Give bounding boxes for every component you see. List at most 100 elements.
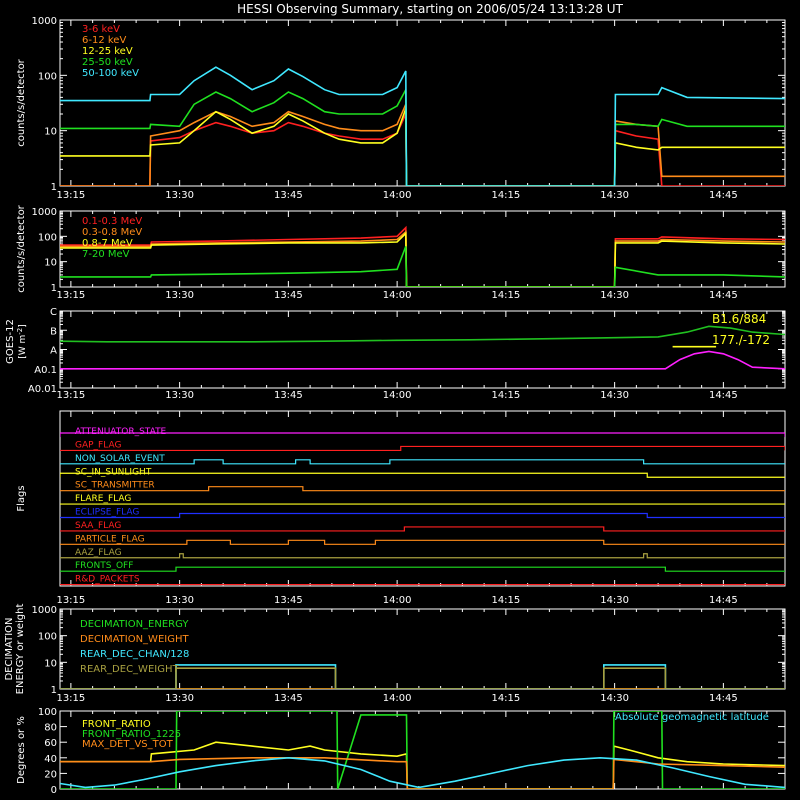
- legend-rear-dec-weight: REAR_DEC_WEIGHT: [80, 664, 179, 675]
- flag-line: [60, 512, 785, 519]
- panel-goes: 13:15 13:30 13:45 14:00 14:15 14:30 14:45 A0.01…: [5, 307, 786, 401]
- legend-front-ratio-1225: FRONT_RATIO_1225: [82, 729, 181, 740]
- y-tick-label: 100: [38, 232, 57, 243]
- y-axis-label: Degrees or %: [16, 716, 27, 784]
- flag-attenuator-state: ATTENUATOR_STATE: [60, 427, 785, 437]
- x-tick-label: 14:45: [709, 693, 738, 704]
- panels: 13:15 13:30 13:45 14:00 14:15 14:30 14:4511010…: [4, 16, 786, 796]
- legend-decimation-weight: DECIMATION_WEIGHT: [80, 634, 189, 645]
- panel-decimation: 13:15 13:30 13:45 14:00 14:15 14:30 14:45 1 10 10…: [4, 604, 786, 704]
- flag-r-d-packets: R&D_PACKETS: [60, 575, 785, 586]
- y-tick-label: 1000: [32, 16, 57, 27]
- flag-label: SC_TRANSMITTER: [75, 481, 155, 491]
- legend-0-8-7-mev: 0.8-7 MeV: [82, 238, 133, 249]
- y-tick-label: 100: [38, 71, 57, 82]
- series-0-3-0-8-mev: [60, 230, 785, 287]
- flag-label: NON_SOLAR_EVENT: [75, 454, 165, 464]
- y-tick-label: 10: [44, 127, 57, 138]
- y-tick-label: 1: [51, 182, 57, 193]
- flag-particle-flag: PARTICLE_FLAG: [60, 534, 785, 545]
- y-axis-label: counts/s/detector: [16, 58, 27, 146]
- x-tick-label: 14:15: [491, 190, 520, 201]
- x-tick-label: 13:30: [165, 390, 194, 401]
- series-7-20-mev: [60, 246, 785, 287]
- x-tick-label: 14:00: [383, 595, 412, 606]
- y-tick-label: 80: [44, 723, 57, 734]
- series-25-50-kev: [60, 89, 785, 186]
- x-tick-label: 14:00: [383, 190, 412, 201]
- series-rear-dec-weight: [60, 667, 785, 689]
- x-tick-label: 14:30: [600, 595, 629, 606]
- goes-annotation-position: 177./-172: [712, 333, 770, 347]
- legend-6-12-kev: 6-12 keV: [82, 35, 126, 46]
- flag-label: ECLIPSE_FLAG: [75, 508, 139, 518]
- flag-line: [60, 566, 785, 572]
- series-50-100-kev: [60, 66, 785, 186]
- y-axis-label: DECIMATION: [4, 617, 15, 680]
- x-tick-label: 14:30: [600, 190, 629, 201]
- flag-fronts-off: FRONTS_OFF: [60, 561, 785, 572]
- y-tick-label: A0.01: [28, 384, 57, 395]
- goes-annotation-peak: B1.6/884: [712, 312, 766, 326]
- flag-flare-flag: FLARE_FLAG: [60, 494, 785, 505]
- flag-label: ATTENUATOR_STATE: [75, 427, 167, 437]
- y-tick-label: 100: [38, 707, 57, 718]
- x-tick-label: 14:45: [709, 190, 738, 201]
- y-tick-label: 10: [44, 658, 57, 669]
- legend-0-1-0-3-mev: 0.1-0.3 MeV: [82, 216, 142, 227]
- y-tick-label: 1: [51, 283, 57, 294]
- y-axis-label: Flags: [16, 485, 27, 511]
- y-axis-unit-exponent: -2: [16, 328, 24, 335]
- series-12-25-kev: [60, 108, 785, 186]
- legend-max-det-vs-tot: MAX_DET_VS_TOT: [82, 739, 174, 750]
- series-front-ratio: [60, 741, 785, 789]
- x-tick-label: 13:15: [56, 290, 85, 301]
- x-tick-label: 14:30: [600, 693, 629, 704]
- x-tick-label: 13:15: [56, 595, 85, 606]
- x-tick-label: 13:15: [56, 190, 85, 201]
- x-tick-label: 14:00: [383, 290, 412, 301]
- x-tick-label: 13:15: [56, 693, 85, 704]
- x-tick-label: 13:30: [165, 290, 194, 301]
- flag-label: AAZ_FLAG: [75, 548, 122, 558]
- y-tick-label: B: [50, 326, 57, 337]
- series-long: [60, 325, 785, 343]
- flag-sc-in-sunlight: SC_IN_SUNLIGHT: [60, 467, 785, 478]
- flag-line: [60, 553, 785, 559]
- y-axis-label: counts/s/detector: [16, 204, 27, 292]
- legend-decimation-energy: DECIMATION_ENERGY: [80, 619, 189, 630]
- legend-front-ratio: FRONT_RATIO: [82, 719, 151, 730]
- y-tick-label: 1000: [32, 605, 57, 616]
- series-0-8-7-mev: [60, 231, 785, 287]
- x-tick-label: 14:30: [600, 390, 629, 401]
- x-tick-label: 14:15: [491, 595, 520, 606]
- flag-label: SAA_FLAG: [75, 521, 121, 531]
- y-tick-label: 60: [44, 738, 57, 749]
- flag-line: [60, 459, 785, 465]
- x-tick-label: 14:45: [709, 595, 738, 606]
- flag-aaz-flag: AAZ_FLAG: [60, 548, 785, 559]
- x-tick-label: 14:00: [383, 693, 412, 704]
- y-axis-unit-bracket: ]: [18, 324, 28, 328]
- panel-panel1: 13:15 13:30 13:45 14:00 14:15 14:30 14:45 1 10 10…: [16, 16, 786, 201]
- x-tick-label: 14:15: [491, 390, 520, 401]
- flag-line: [60, 445, 785, 452]
- y-tick-label: A: [50, 346, 57, 357]
- y-tick-label: 20: [44, 769, 57, 780]
- flag-label: PARTICLE_FLAG: [75, 534, 145, 544]
- x-tick-label: 13:30: [165, 595, 194, 606]
- y-tick-label: 0: [51, 785, 57, 796]
- x-tick-label: 13:30: [165, 190, 194, 201]
- x-tick-label: 14:15: [491, 693, 520, 704]
- flag-line: [60, 486, 785, 492]
- panel-panel2: 13:15 13:30 13:45 14:00 14:15 14:30 14:45 1 10 10…: [16, 204, 786, 301]
- legend-7-20-mev: 7-20 MeV: [82, 249, 130, 260]
- legend-50-100-kev: 50-100 keV: [82, 68, 139, 79]
- flag-label: R&D_PACKETS: [75, 575, 140, 585]
- x-tick-label: 13:45: [274, 693, 303, 704]
- flag-line: [60, 526, 785, 532]
- x-tick-label: 13:45: [274, 595, 303, 606]
- series-front-ratio-1225: [60, 711, 785, 789]
- panel-frame: [59, 410, 786, 587]
- legend-rear-dec-chan-128: REAR_DEC_CHAN/128: [80, 649, 189, 660]
